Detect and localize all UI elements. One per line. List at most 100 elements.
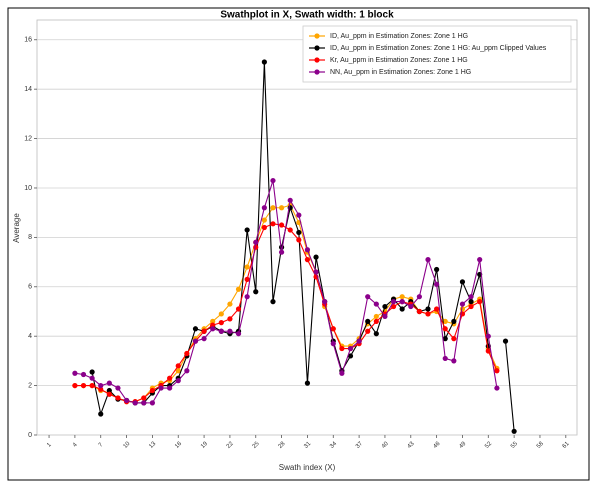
- x-tick-label: 25: [252, 440, 261, 449]
- legend-label: Kr, Au_ppm in Estimation Zones: Zone 1 H…: [330, 57, 468, 64]
- data-point: [106, 387, 112, 394]
- x-tick-label: 22: [226, 440, 235, 449]
- data-point: [253, 239, 259, 245]
- data-point: [434, 281, 440, 287]
- data-point: [184, 368, 190, 374]
- y-tick-label: 0: [28, 432, 32, 439]
- y-tick-label: 4: [28, 333, 32, 340]
- data-point: [201, 328, 207, 334]
- x-tick-label: 7: [98, 442, 105, 449]
- data-point: [210, 326, 216, 332]
- data-point: [244, 276, 250, 282]
- data-point: [98, 382, 104, 389]
- data-point: [434, 306, 440, 312]
- data-point: [442, 318, 448, 324]
- data-point: [132, 400, 138, 406]
- data-point: [356, 338, 362, 344]
- data-point: [244, 294, 250, 300]
- data-point: [451, 358, 457, 364]
- data-point: [201, 336, 207, 342]
- data-point: [218, 320, 224, 326]
- data-point: [278, 222, 285, 228]
- data-point: [89, 369, 95, 375]
- data-point: [235, 331, 242, 337]
- y-tick-label: 10: [24, 185, 32, 192]
- data-point: [287, 197, 293, 203]
- x-tick-label: 61: [562, 440, 571, 449]
- data-point: [477, 299, 483, 305]
- data-point: [89, 375, 95, 381]
- y-tick-label: 16: [24, 37, 32, 44]
- data-point: [425, 306, 431, 312]
- x-axis-label: Swath index (X): [279, 463, 336, 472]
- data-point: [468, 299, 474, 305]
- data-point: [261, 224, 267, 231]
- data-point: [399, 306, 405, 312]
- data-point: [296, 229, 302, 236]
- data-point: [502, 338, 509, 344]
- legend-label: ID, Au_ppm in Estimation Zones: Zone 1 H…: [330, 45, 547, 52]
- data-point: [390, 303, 397, 310]
- data-point: [468, 294, 474, 300]
- data-point: [218, 328, 224, 334]
- data-point: [373, 318, 379, 324]
- data-point: [304, 380, 311, 386]
- data-point: [442, 326, 448, 332]
- data-point: [89, 382, 95, 389]
- data-point: [382, 313, 388, 320]
- data-point: [184, 350, 190, 357]
- data-point: [416, 294, 422, 300]
- y-tick-label: 8: [28, 234, 32, 241]
- data-point: [278, 249, 285, 255]
- data-point: [149, 387, 156, 394]
- data-point: [442, 355, 448, 362]
- x-tick-label: 52: [484, 440, 493, 449]
- x-tick-label: 4: [72, 442, 79, 449]
- y-tick-label: 12: [24, 135, 32, 142]
- x-tick-label: 55: [510, 440, 519, 449]
- x-tick-label: 46: [433, 440, 442, 449]
- legend-swatch-marker: [314, 69, 320, 75]
- data-point: [322, 299, 328, 305]
- legend: ID, Au_ppm in Estimation Zones: Zone 1 H…: [302, 25, 572, 83]
- data-point: [175, 378, 181, 384]
- data-point: [365, 294, 371, 300]
- data-point: [235, 286, 242, 292]
- x-tick-label: 40: [381, 440, 390, 449]
- x-tick-label: 28: [278, 440, 287, 449]
- data-point: [477, 257, 483, 263]
- legend-label: ID, Au_ppm in Estimation Zones: Zone 1 H…: [330, 33, 468, 40]
- data-point: [382, 303, 388, 310]
- data-point: [459, 301, 466, 307]
- data-point: [468, 303, 474, 310]
- data-point: [98, 386, 104, 392]
- data-point: [313, 269, 319, 275]
- x-tick-label: 58: [536, 440, 545, 449]
- data-point: [106, 391, 112, 397]
- data-point: [123, 397, 130, 404]
- data-point: [141, 395, 147, 401]
- data-point: [442, 336, 448, 342]
- data-point: [304, 247, 311, 253]
- data-point: [287, 227, 293, 233]
- data-point: [459, 279, 466, 285]
- data-point: [485, 348, 491, 354]
- data-point: [373, 313, 379, 320]
- data-point: [261, 217, 267, 223]
- data-point: [115, 385, 121, 391]
- data-point: [80, 382, 87, 389]
- data-point: [167, 375, 173, 381]
- data-point: [141, 400, 147, 406]
- data-point: [115, 395, 121, 401]
- x-tick-label: 13: [148, 440, 157, 449]
- y-axis-label: Average: [12, 213, 21, 243]
- data-point: [98, 411, 104, 417]
- data-point: [218, 311, 224, 317]
- data-point: [270, 177, 276, 184]
- data-point: [72, 382, 78, 389]
- data-point: [192, 326, 199, 332]
- data-point: [451, 318, 457, 324]
- y-tick-label: 6: [28, 284, 32, 291]
- data-point: [235, 306, 242, 312]
